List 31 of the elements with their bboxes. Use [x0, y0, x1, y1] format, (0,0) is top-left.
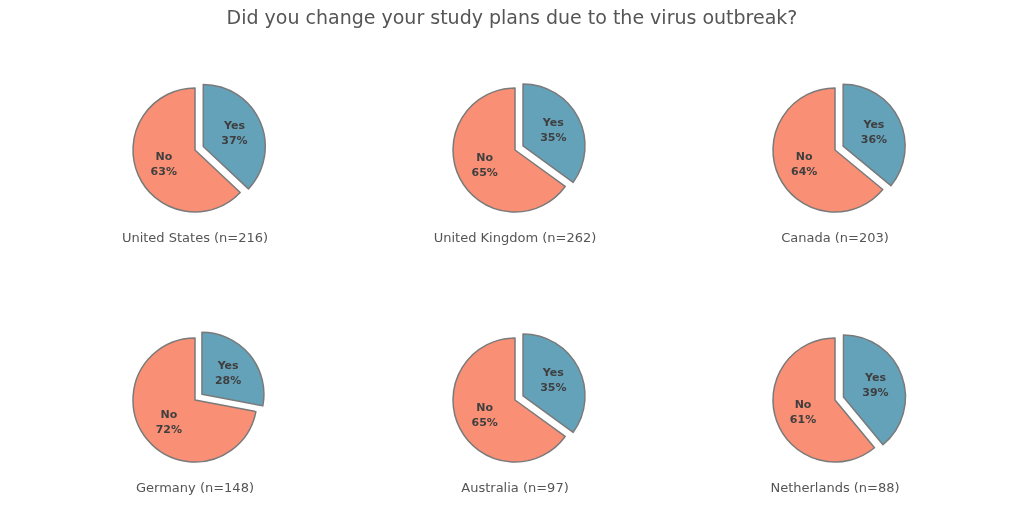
slice-label: No [795, 150, 814, 164]
data-label: 63% [150, 164, 177, 178]
text: Netherlands (n=88) [770, 480, 900, 495]
text: United States (n=216) [121, 230, 269, 245]
slice-label: Yes [216, 358, 240, 372]
text: Did you change your study plans due to the virus outbreak? [225, 6, 799, 30]
slice-label: Yes [541, 366, 565, 380]
slice-label: No [155, 149, 173, 163]
data-label: 28% [214, 373, 242, 387]
data-label: 39% [862, 386, 889, 400]
slice-label: No [794, 397, 812, 411]
slice-label: Yes [541, 116, 565, 130]
slice-label: Yes [862, 117, 885, 131]
text: Canada (n=203) [781, 230, 889, 245]
slice-label: No [160, 407, 178, 421]
data-label: 37% [221, 133, 248, 147]
text: Australia (n=97) [461, 480, 569, 495]
slice-label: No [476, 151, 494, 165]
data-label: 65% [471, 166, 498, 180]
slice-label: Yes [863, 371, 887, 385]
data-label: 35% [540, 131, 567, 145]
text: United Kingdom (n=262) [433, 230, 597, 245]
data-label: 65% [471, 416, 498, 430]
data-label: 36% [860, 132, 888, 146]
data-label: 61% [789, 412, 817, 426]
data-label: 72% [155, 422, 182, 436]
slice-label: Yes [222, 118, 246, 132]
data-label: 64% [791, 165, 818, 179]
text: Germany (n=148) [136, 480, 254, 495]
slice-label: No [476, 401, 494, 415]
data-label: 35% [540, 381, 567, 395]
